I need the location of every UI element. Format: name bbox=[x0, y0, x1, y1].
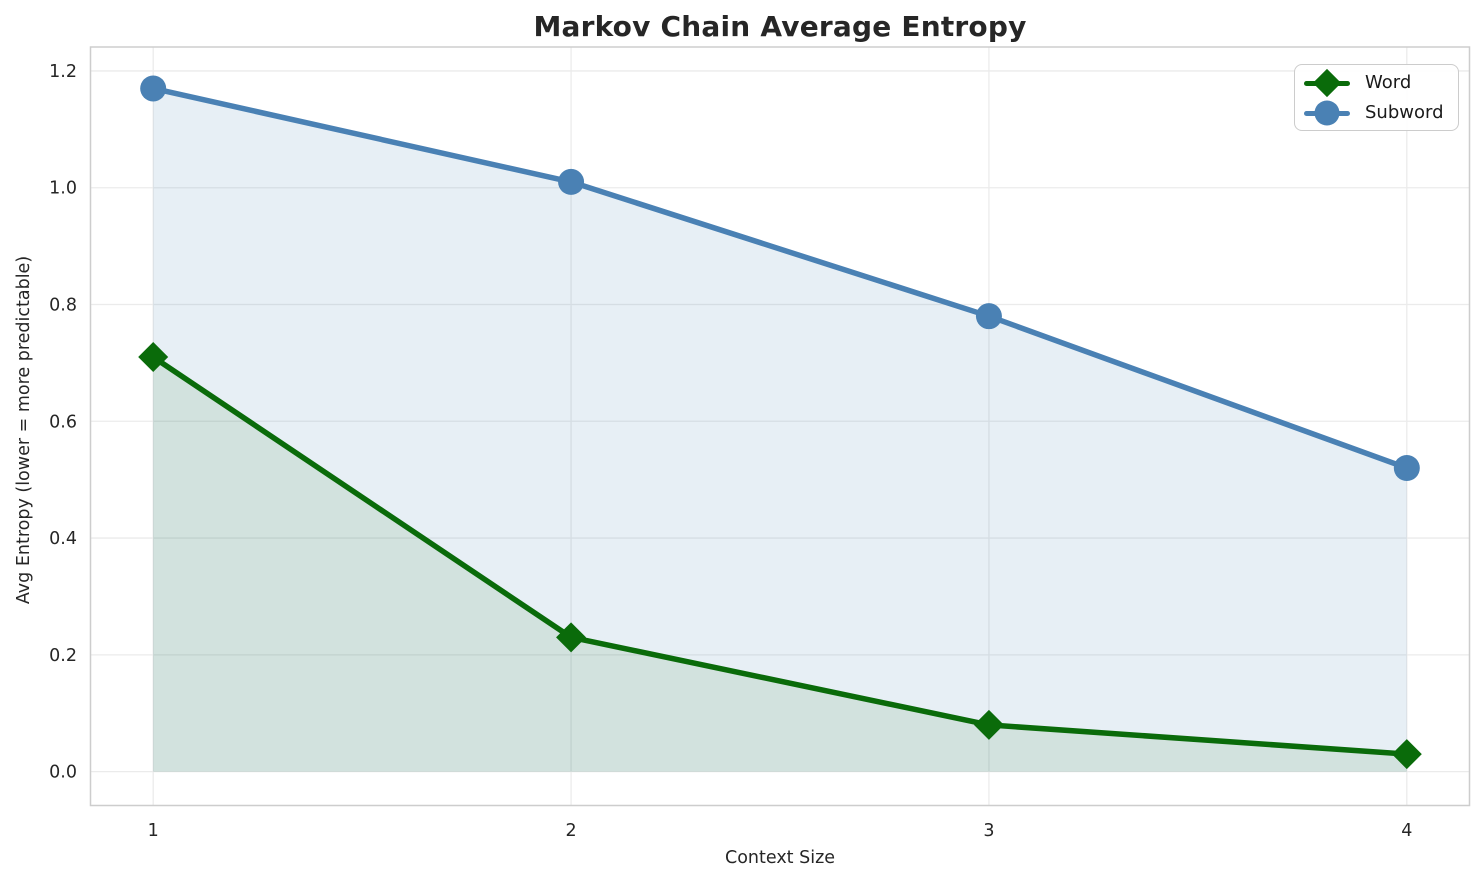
legend-label-subword: Subword bbox=[1365, 102, 1444, 123]
y-tick-label: 0.0 bbox=[49, 763, 77, 783]
y-tick-label: 0.8 bbox=[49, 296, 77, 316]
word-diamond-icon bbox=[1312, 68, 1342, 97]
y-axis-label: Avg Entropy (lower = more predictable) bbox=[14, 255, 34, 605]
x-tick-label: 4 bbox=[1401, 821, 1412, 841]
marker-diamond-word bbox=[556, 622, 587, 653]
marker-circle-subword bbox=[558, 168, 585, 195]
subword-circle-icon bbox=[1314, 100, 1340, 125]
series-line-word bbox=[150, 354, 1410, 757]
series-line-subword bbox=[150, 85, 1410, 471]
legend-item-word: Word bbox=[1303, 68, 1450, 98]
x-tick-label: 3 bbox=[983, 821, 994, 841]
legend-sample-word bbox=[1303, 68, 1351, 98]
marker-circle-subword bbox=[140, 75, 167, 102]
axes-frame bbox=[89, 46, 1471, 807]
area-fill-word bbox=[153, 357, 1407, 772]
y-tick-label: 1.0 bbox=[49, 179, 77, 199]
marker-diamond-word bbox=[973, 709, 1004, 740]
legend-sample-subword bbox=[1303, 98, 1351, 128]
area-fill-subword bbox=[153, 88, 1407, 772]
legend: Word Subword bbox=[1294, 64, 1459, 131]
marker-circle-subword bbox=[975, 303, 1002, 330]
y-tick-label: 0.6 bbox=[49, 412, 77, 432]
legend-item-subword: Subword bbox=[1303, 98, 1450, 128]
legend-label-word: Word bbox=[1365, 72, 1412, 93]
x-axis-label: Context Size bbox=[724, 848, 836, 868]
marker-diamond-word bbox=[1391, 739, 1422, 770]
y-tick-label: 1.2 bbox=[49, 62, 77, 82]
y-tick-label: 0.4 bbox=[49, 529, 77, 549]
marker-diamond-word bbox=[138, 342, 169, 373]
chart-title: Markov Chain Average Entropy bbox=[533, 10, 1027, 43]
y-tick-label: 0.2 bbox=[49, 646, 77, 666]
x-tick-label: 2 bbox=[565, 821, 576, 841]
marker-circle-subword bbox=[1393, 454, 1420, 481]
x-tick-label: 1 bbox=[148, 821, 159, 841]
